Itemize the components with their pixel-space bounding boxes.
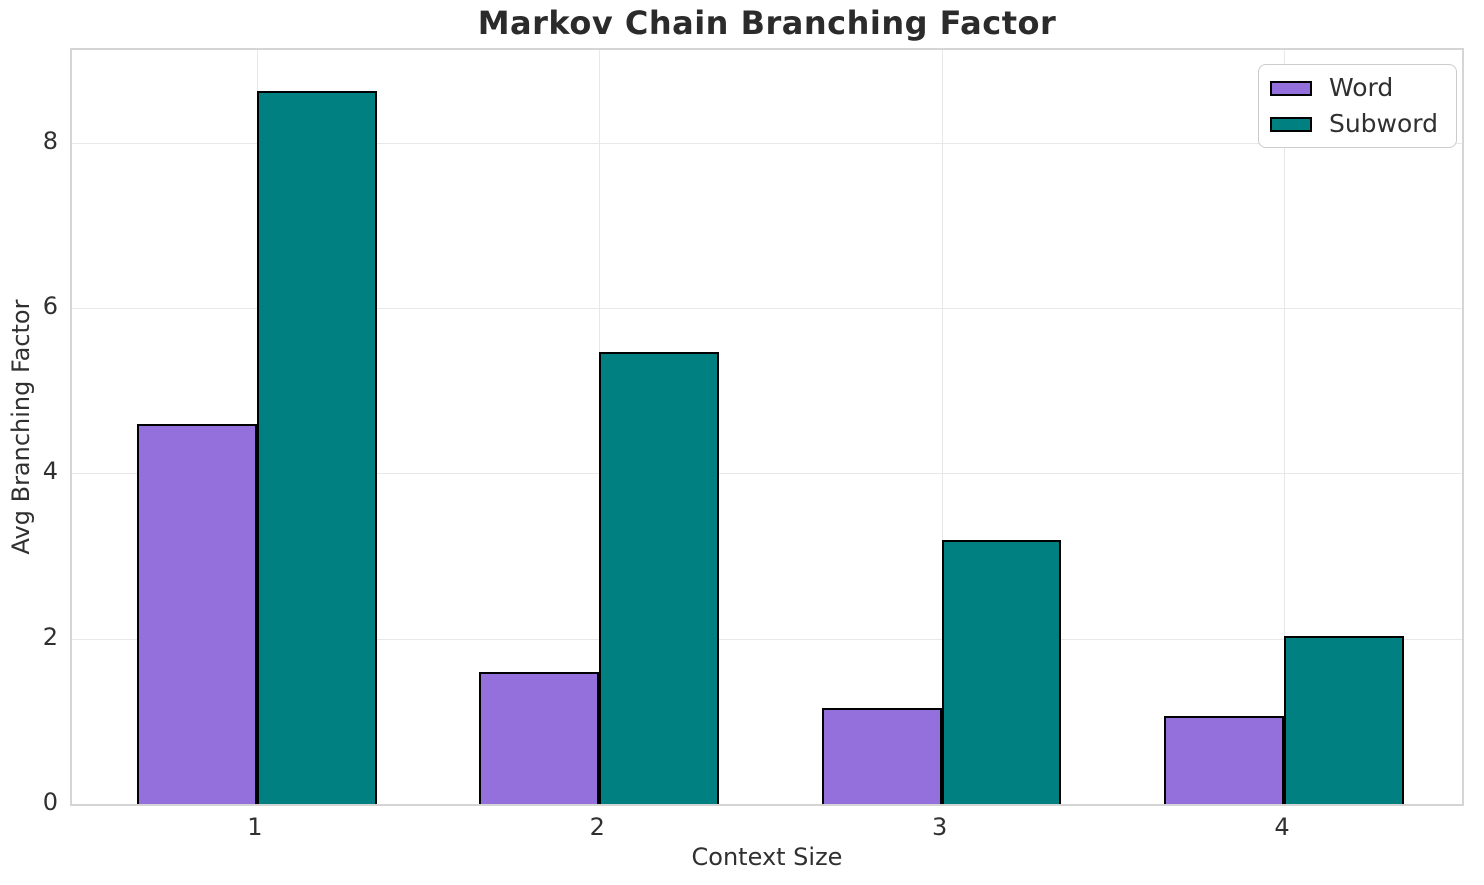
legend-item-subword: Subword: [1269, 109, 1438, 138]
bar-subword-context-1: [256, 91, 377, 804]
y-tick-label-4: 4: [42, 457, 58, 486]
gridline-y-8: [72, 142, 1462, 144]
y-tick-label-0: 0: [42, 788, 58, 816]
word-series-swatch: [1269, 80, 1312, 96]
bars-layer: [72, 50, 1462, 804]
bar-word-context-2: [479, 671, 600, 804]
bar-subword-context-2: [599, 351, 720, 804]
subword-series-label: Subword: [1328, 109, 1438, 138]
x-tick-label-4: 4: [1274, 813, 1290, 841]
x-tick-label-1: 1: [247, 813, 263, 841]
word-series-label: Word: [1328, 73, 1394, 102]
plot-area: Word Subword: [70, 48, 1464, 806]
legend-item-word: Word: [1269, 73, 1438, 102]
subword-series-swatch: [1269, 116, 1312, 132]
y-axis-label: Avg Branching Factor: [7, 299, 35, 555]
bar-word-context-4: [1164, 716, 1284, 804]
gridline-y-4: [72, 473, 1462, 475]
gridline-x-4: [1283, 50, 1285, 804]
y-tick-label-6: 6: [42, 291, 58, 320]
x-tick-label-3: 3: [931, 813, 948, 841]
chart-title: Markov Chain Branching Factor: [477, 4, 1057, 42]
bar-word-context-3: [821, 708, 942, 804]
y-tick-label-2: 2: [42, 622, 58, 651]
bar-subword-context-4: [1283, 636, 1404, 804]
legend: Word Subword: [1257, 64, 1457, 148]
x-axis-label: Context Size: [691, 843, 843, 871]
bar-subword-context-3: [941, 540, 1062, 804]
bar-word-context-1: [137, 423, 257, 804]
gridline-x-3: [941, 50, 943, 804]
gridline-y-2: [72, 638, 1462, 640]
x-tick-label-2: 2: [589, 813, 605, 841]
gridline-y-6: [72, 307, 1462, 309]
y-tick-label-8: 8: [42, 126, 58, 155]
